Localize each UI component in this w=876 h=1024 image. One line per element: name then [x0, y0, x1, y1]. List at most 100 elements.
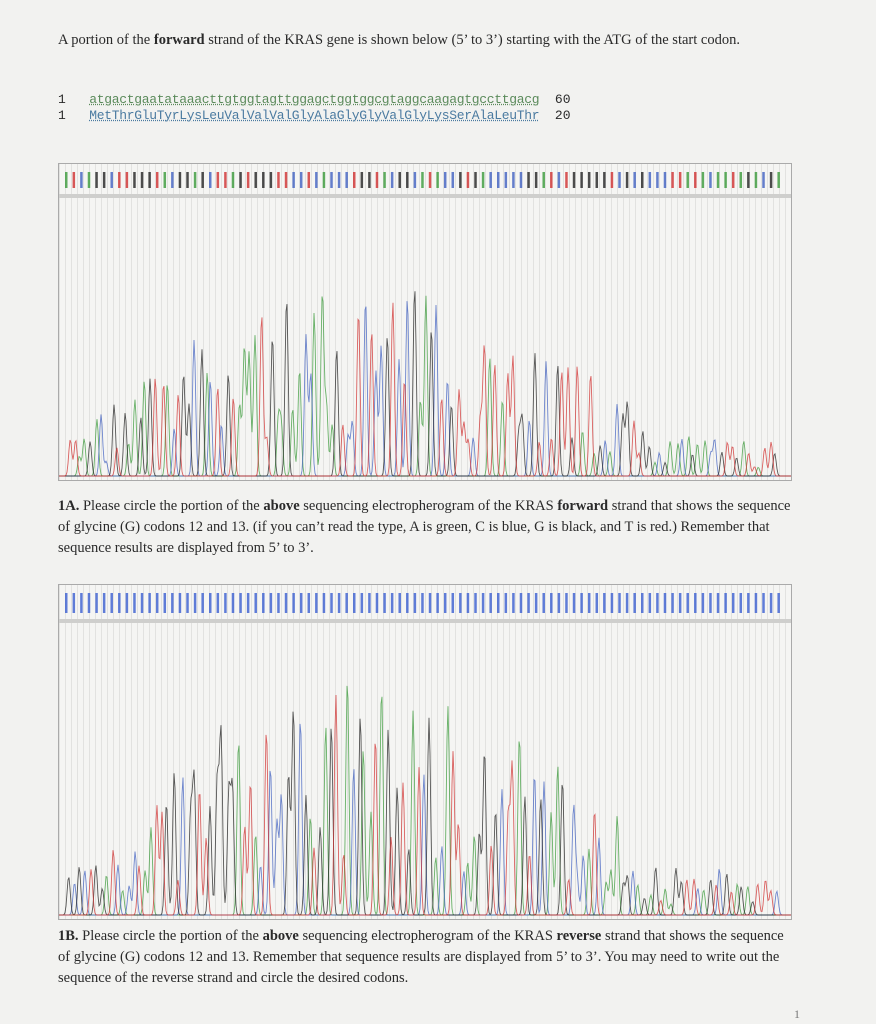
base-call [610, 593, 614, 613]
base-call [216, 172, 220, 188]
base-call [299, 593, 303, 613]
base-call [519, 593, 523, 613]
question-1b: 1B. Please circle the portion of the abo… [58, 926, 793, 989]
base-call [262, 593, 265, 613]
base-call [731, 593, 735, 613]
base-call [375, 593, 379, 613]
base-call [436, 593, 439, 613]
start: 1 [58, 92, 66, 107]
base-call [497, 172, 500, 188]
base-call [133, 593, 136, 613]
base-call [322, 593, 326, 613]
base-call [754, 172, 758, 188]
base-call [762, 593, 765, 613]
text: sequencing electropherogram of the KRAS [299, 498, 558, 514]
base-call [125, 593, 129, 613]
base-call [716, 172, 720, 188]
base-call [747, 172, 750, 188]
base-call [451, 593, 455, 613]
base-call [239, 172, 242, 188]
base-call [648, 593, 652, 613]
base-call [489, 593, 492, 613]
base-call [398, 172, 401, 188]
base-call [201, 172, 204, 188]
base-call [519, 172, 523, 188]
base-call [739, 172, 743, 188]
base-call [459, 593, 462, 613]
base-call [360, 593, 364, 613]
base-call [193, 593, 197, 613]
base-call [747, 593, 750, 613]
base-call [307, 593, 311, 613]
base-call [443, 593, 447, 613]
page-number: 1 [794, 1007, 800, 1021]
base-call [95, 593, 98, 613]
base-call [527, 593, 530, 613]
base-call [330, 593, 333, 613]
base-call [413, 172, 417, 188]
base-call [572, 593, 576, 613]
base-call [534, 172, 538, 188]
base-call [512, 593, 515, 613]
base-call [451, 172, 455, 188]
base-call [595, 172, 599, 188]
electropherogram-reverse [58, 584, 792, 920]
base-call [663, 172, 667, 188]
base-call [656, 172, 659, 188]
base-call [368, 172, 371, 188]
base-call [209, 172, 212, 188]
bold-text: 1B. [58, 928, 79, 944]
base-call [724, 593, 727, 613]
base-call [337, 593, 341, 613]
base-call [466, 172, 470, 188]
base-call [762, 172, 765, 188]
end: 20 [554, 108, 571, 123]
base-call [254, 172, 257, 188]
base-call [777, 593, 780, 613]
base-call [72, 593, 76, 613]
bold-text: reverse [556, 928, 602, 944]
end: 60 [554, 92, 571, 107]
base-call [155, 172, 159, 188]
text: strand that shows the sequence of glycin… [58, 498, 791, 556]
base-call [587, 172, 591, 188]
base-call [171, 172, 174, 188]
base-call [443, 172, 447, 188]
base-call [284, 172, 288, 188]
base-call [406, 593, 409, 613]
dna-line: 1 atgactgaatataaacttgtggtagttggagctggtgg… [58, 92, 571, 108]
base-call [542, 172, 545, 188]
base-call [118, 172, 121, 188]
base-call [80, 593, 83, 613]
base-call [633, 172, 636, 188]
base-call [550, 172, 553, 188]
start: 1 [58, 108, 66, 123]
base-strip [59, 619, 791, 623]
base-call [269, 172, 273, 188]
base-call [557, 593, 561, 613]
base-call [542, 593, 545, 613]
base-call [125, 172, 129, 188]
base-call [777, 172, 780, 188]
base-call [254, 593, 257, 613]
base-call [307, 172, 311, 188]
base-call [421, 172, 424, 188]
base-call [330, 172, 333, 188]
base-call [186, 593, 189, 613]
base-call [224, 172, 227, 188]
text: strand that shows the sequence of glycin… [58, 928, 784, 986]
base-call [648, 172, 652, 188]
base-call [209, 593, 212, 613]
bold-text: above [263, 498, 300, 514]
base-call [428, 172, 432, 188]
base-call [466, 593, 470, 613]
base-call [504, 172, 508, 188]
base-call [406, 172, 409, 188]
base-call [155, 593, 159, 613]
base-call [481, 172, 485, 188]
base-call [110, 172, 113, 188]
base-call [284, 593, 288, 613]
base-call [246, 593, 250, 613]
base-call [269, 593, 273, 613]
base-call [497, 593, 500, 613]
